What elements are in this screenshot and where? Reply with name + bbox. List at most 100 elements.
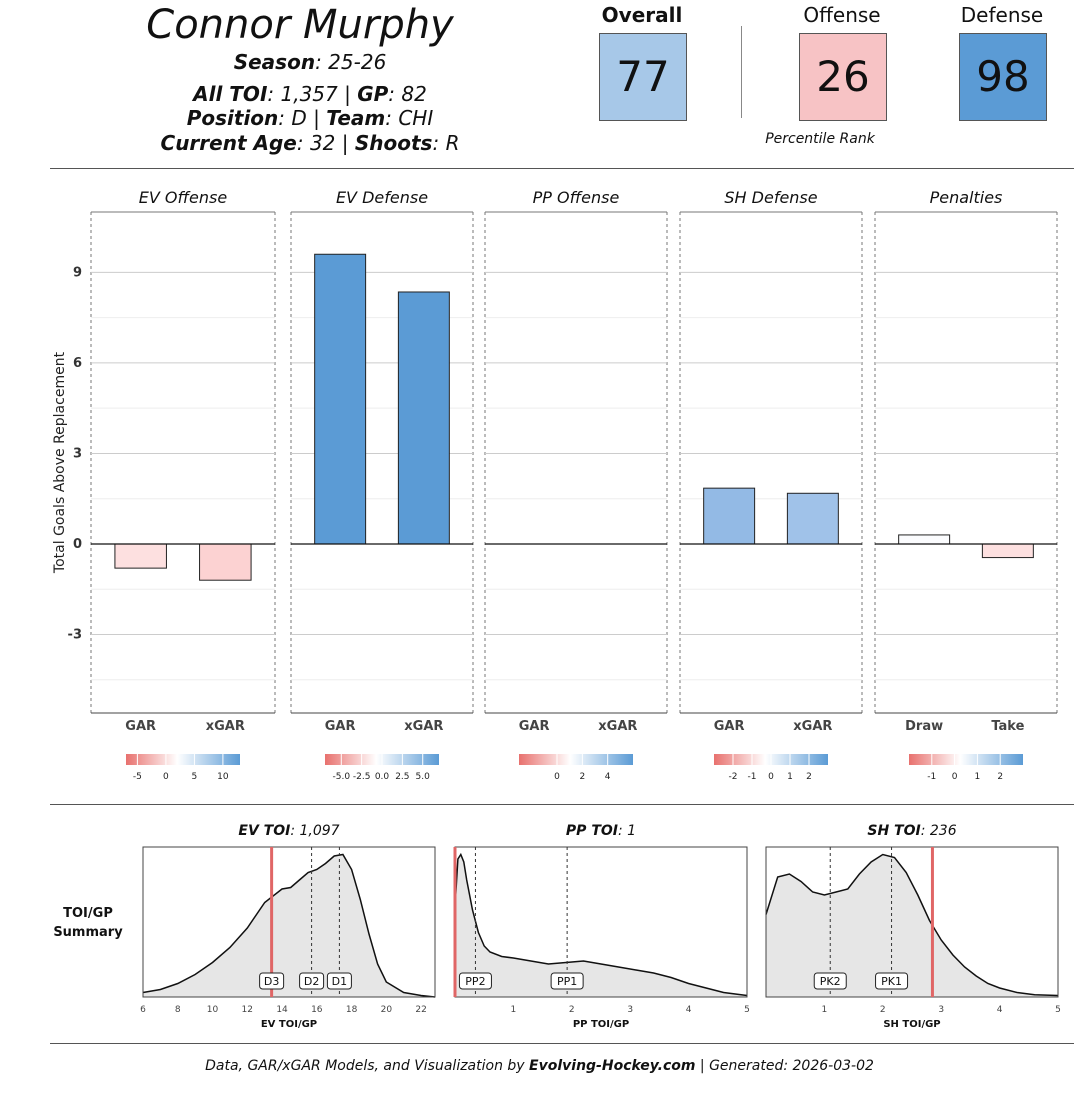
density-curve	[142, 853, 436, 998]
toi-label: All TOI	[193, 82, 268, 106]
marker-label: PK2	[820, 975, 841, 988]
x-tick-label: 12	[242, 1005, 253, 1015]
legend-tick-label: 0	[163, 772, 169, 782]
x-tick-label: 22	[415, 1005, 426, 1015]
legend-tick-label: -1	[927, 772, 936, 782]
season-label: Season	[233, 50, 316, 74]
x-tick-label: 6	[140, 1005, 146, 1015]
bar-take	[981, 543, 1034, 559]
x-tick-label: xGAR	[206, 719, 245, 734]
gp-label: GP	[357, 82, 389, 106]
legend-tick-label: 1	[975, 772, 981, 782]
position-line: Position: D | Team: CHI	[186, 106, 434, 130]
season-line: Season: 25-26	[233, 50, 387, 74]
panel-title: EV Defense	[336, 188, 428, 207]
x-tick-label: 2	[569, 1005, 575, 1015]
x-tick-label: 5	[744, 1005, 750, 1015]
marker-label: PK1	[881, 975, 902, 988]
position-value: D	[291, 106, 307, 130]
position-label: Position	[186, 106, 279, 130]
legend-tick-label: -2.5	[353, 772, 371, 782]
panel-frame	[142, 846, 436, 998]
overall-percentile-box: 77	[599, 33, 687, 121]
toi-value: 1,357	[280, 82, 338, 106]
legend-tick-label: 0	[554, 772, 560, 782]
marker-label: D1	[332, 975, 347, 988]
y-tick-label: 9	[73, 265, 82, 280]
bar-gar	[703, 487, 756, 545]
shoots-value: R	[445, 131, 460, 155]
bar-gar	[314, 253, 367, 545]
shoots-label: Shoots	[354, 131, 433, 155]
x-tick-label: 5	[1055, 1005, 1061, 1015]
panel-title: PP Offense	[533, 188, 620, 207]
density-curve	[765, 853, 1059, 997]
marker-label: D3	[264, 975, 279, 988]
team-label: Team	[326, 106, 386, 130]
season-value: 25-26	[328, 50, 387, 74]
footer-credit: Data, GAR/xGAR Models, and Visualization…	[0, 1058, 1079, 1074]
row-label-line2: Summary	[53, 925, 123, 940]
x-tick-label: 18	[346, 1005, 358, 1015]
marker-label-box	[550, 972, 584, 990]
legend-tick-label: -5	[133, 772, 142, 782]
x-tick-label: 4	[997, 1005, 1003, 1015]
density-area	[143, 854, 435, 997]
marker-label: D2	[304, 975, 319, 988]
x-tick-label: GAR	[125, 719, 156, 734]
player-name: Connor Murphy	[146, 2, 454, 48]
color-legend-bar	[519, 754, 633, 765]
x-tick-label: 16	[311, 1005, 323, 1015]
offense-percentile-box: 26	[799, 33, 887, 121]
legend-tick-label: 2.5	[395, 772, 409, 782]
age-value: 32	[309, 131, 336, 155]
y-tick-label: 3	[73, 446, 82, 461]
y-tick-label: 6	[73, 356, 82, 371]
legend-tick-label: 1	[787, 772, 793, 782]
bar-draw	[898, 534, 951, 545]
legend-tick-label: 10	[217, 772, 229, 782]
marker-label-box	[299, 972, 325, 990]
density-area	[455, 854, 747, 997]
marker-label-box	[259, 972, 285, 990]
age-line: Current Age: 32 | Shoots: R	[160, 131, 460, 155]
panel-frame	[765, 846, 1059, 998]
header: Connor Murphy Season: 25-26 All TOI: 1,3…	[0, 0, 1079, 170]
y-axis-label: Total Goals Above Replacement	[52, 351, 68, 574]
x-tick-label: GAR	[714, 719, 745, 734]
defense-percentile-box: 98	[959, 33, 1047, 121]
x-tick-label: 14	[276, 1005, 288, 1015]
legend-tick-label: 0	[952, 772, 958, 782]
x-axis-label: PP TOI/GP	[573, 1019, 629, 1030]
legend-tick-label: 0	[768, 772, 774, 782]
x-tick-label: 10	[207, 1005, 219, 1015]
panel-title: EV TOI: 1,097	[238, 823, 339, 839]
x-tick-label: GAR	[519, 719, 550, 734]
row-label-line1: TOI/GP	[63, 906, 113, 921]
divider-top	[50, 168, 1074, 169]
legend-tick-label: 4	[605, 772, 611, 782]
panel-title-value: : 1,097	[290, 823, 339, 839]
y-tick-label: 0	[73, 537, 82, 552]
x-tick-label: 20	[381, 1005, 393, 1015]
bar-gar	[114, 543, 167, 569]
gp-value: 82	[401, 82, 427, 106]
color-legend-bar	[126, 754, 240, 765]
bar-xgar	[786, 492, 839, 545]
divider-bottom	[50, 1043, 1074, 1044]
x-tick-label: xGAR	[598, 719, 637, 734]
x-tick-label: xGAR	[404, 719, 443, 734]
legend-tick-label: 5	[192, 772, 198, 782]
density-curve	[454, 852, 748, 997]
legend-tick-label: -1	[748, 772, 757, 782]
legend-tick-label: 5.0	[416, 772, 431, 782]
gar-bar-chart: Total Goals Above Replacement -3 0 3 6 9 EV Of…	[52, 188, 1058, 782]
legend-tick-label: 2	[997, 772, 1003, 782]
panel-title: SH Defense	[724, 188, 817, 207]
legend-tick-label: 0.0	[375, 772, 390, 782]
x-tick-label: Draw	[905, 719, 943, 734]
team-value: CHI	[398, 106, 434, 130]
legend-tick-label: 2	[579, 772, 585, 782]
x-tick-label: 3	[627, 1005, 633, 1015]
